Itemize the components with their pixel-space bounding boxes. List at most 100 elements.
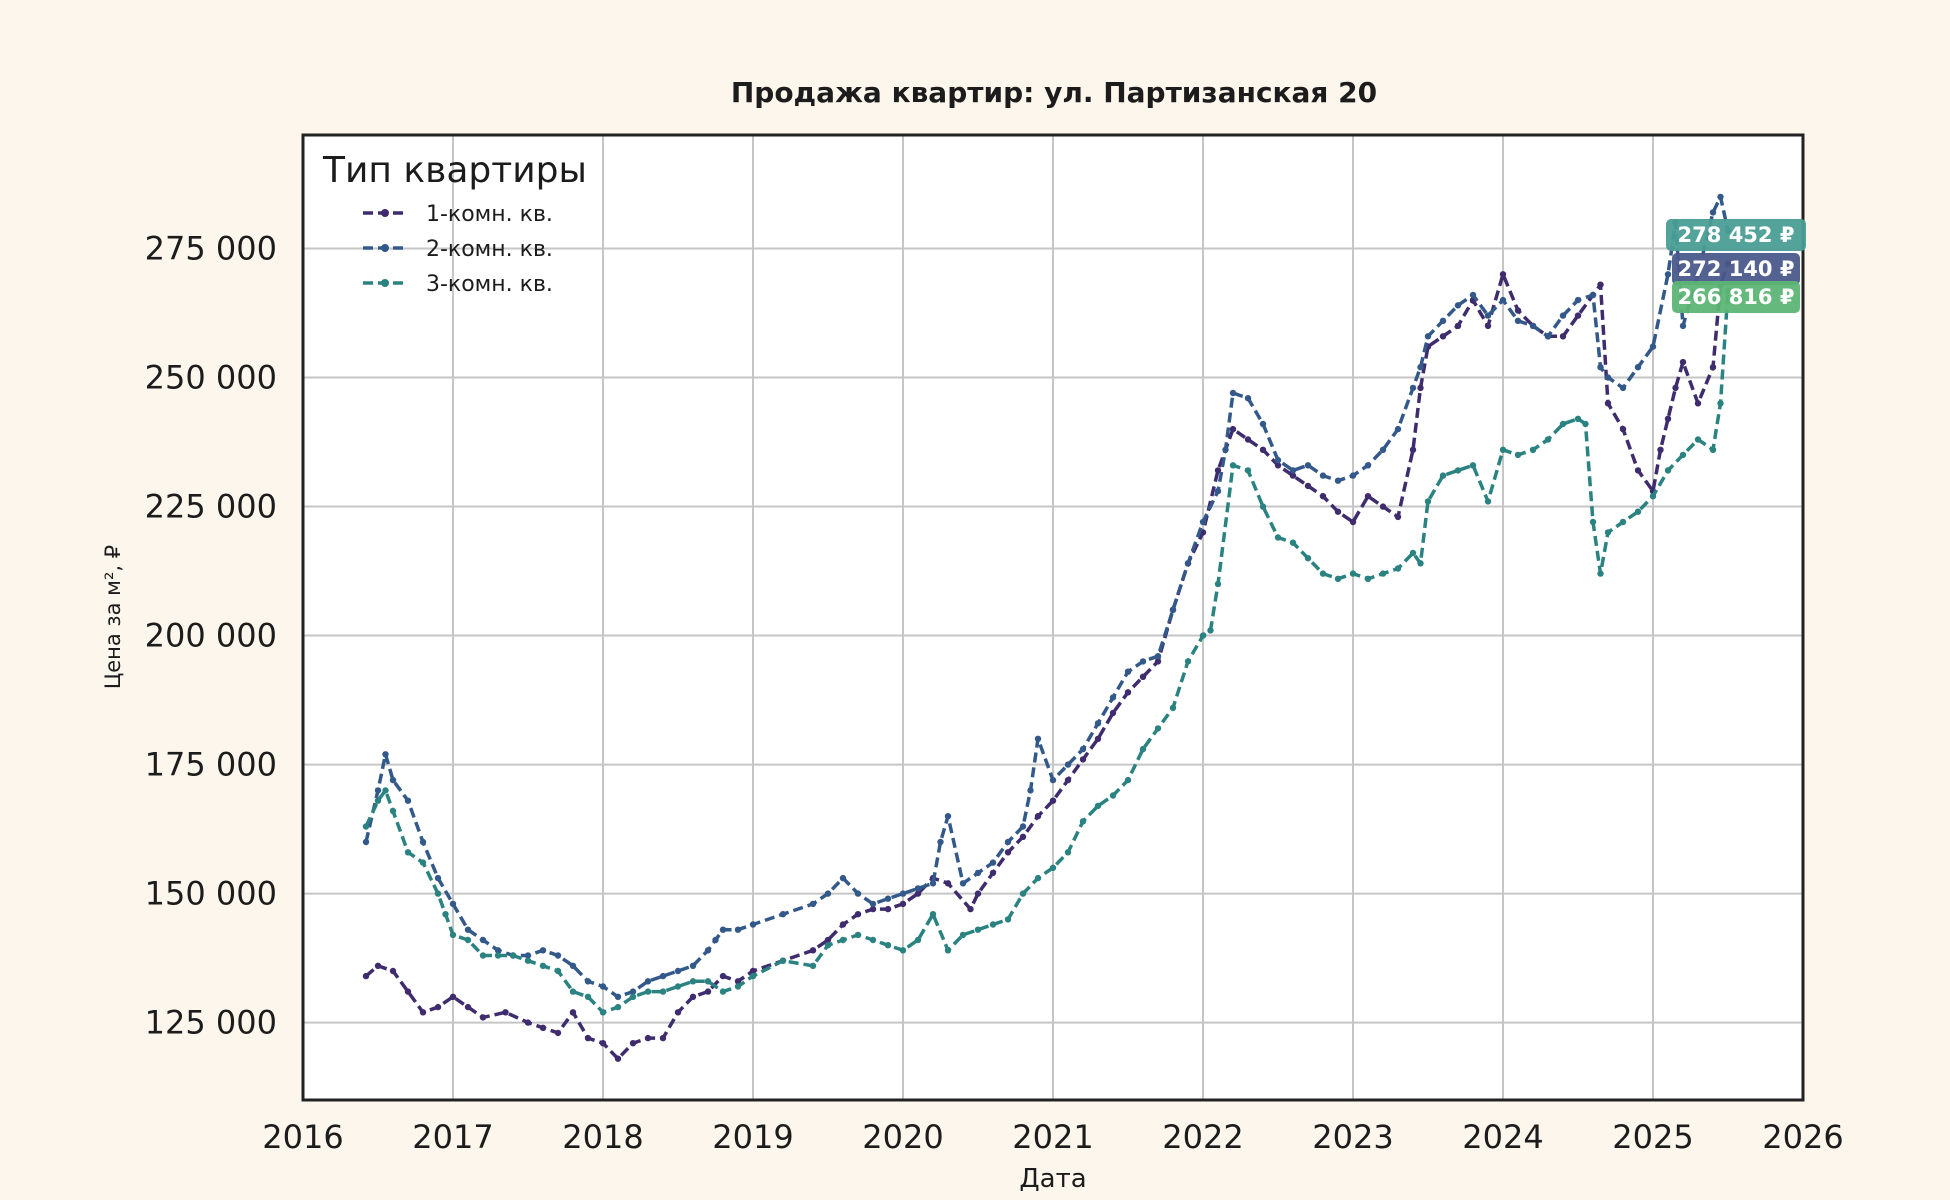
data-point [1574, 415, 1582, 422]
data-point [434, 874, 442, 882]
data-point [569, 962, 577, 969]
data-point [734, 978, 742, 985]
data-point [449, 900, 457, 908]
data-point [644, 988, 652, 995]
data-point [1679, 322, 1687, 330]
data-point [1634, 364, 1642, 371]
data-point [1514, 451, 1522, 459]
data-point [644, 978, 652, 985]
data-point [1124, 776, 1132, 784]
data-point [362, 972, 370, 980]
data-point [967, 905, 974, 913]
data-point [1139, 673, 1147, 680]
data-point [1634, 467, 1642, 474]
data-point [1154, 725, 1162, 732]
data-point [1289, 539, 1297, 546]
data-point [869, 905, 877, 913]
x-axis-ticks: 2016 2017 2018 2019 2020 2021 2022 2023 2024 2025… [262, 1118, 1843, 1156]
data-point [374, 797, 382, 804]
data-point [1634, 508, 1642, 515]
data-point [434, 1003, 442, 1011]
data-point [1364, 462, 1372, 469]
data-point [524, 952, 532, 959]
data-point [1124, 668, 1132, 675]
data-point [389, 807, 397, 815]
data-point [959, 880, 967, 887]
data-point [1454, 302, 1462, 309]
data-point [1439, 333, 1447, 340]
data-point [1064, 776, 1072, 784]
data-point [1334, 508, 1342, 515]
data-point [524, 1019, 532, 1026]
data-point [884, 895, 892, 902]
data-point [1079, 818, 1087, 825]
data-point [974, 869, 982, 877]
data-point [1304, 555, 1312, 562]
data-point [1604, 374, 1612, 381]
data-point [1109, 694, 1117, 701]
last-value-labels: 278 452 ₽ 272 140 ₽ 266 816 ₽ [1666, 219, 1806, 313]
data-point [1469, 462, 1477, 469]
data-point [1229, 389, 1237, 397]
data-point [1214, 487, 1222, 495]
data-point [1582, 420, 1589, 428]
data-point [779, 957, 787, 964]
data-point [374, 962, 382, 969]
data-point [1274, 534, 1282, 541]
data-point [1484, 322, 1492, 330]
data-point [539, 1024, 547, 1032]
data-point [1049, 797, 1057, 804]
data-point [1409, 549, 1417, 557]
data-point [614, 1055, 622, 1062]
data-point [419, 859, 427, 866]
data-point [1529, 446, 1537, 453]
data-point [599, 1009, 607, 1016]
data-point [1559, 333, 1567, 340]
data-point [1334, 575, 1342, 582]
data-point [869, 900, 877, 908]
data-point [1454, 467, 1462, 474]
x-tick-label: 2019 [712, 1118, 793, 1156]
data-point [1574, 296, 1582, 304]
data-point [1034, 735, 1042, 742]
data-point [449, 993, 457, 1000]
data-point [404, 849, 412, 856]
legend-item: 2-комн. кв. [363, 237, 553, 262]
data-point [1259, 446, 1267, 453]
data-point [494, 947, 502, 954]
data-point [914, 936, 922, 944]
data-point [1597, 281, 1604, 288]
data-point [1169, 704, 1177, 711]
data-point [1484, 312, 1492, 319]
data-point [839, 921, 847, 928]
data-point [629, 988, 637, 995]
data-point [1394, 565, 1402, 572]
data-point [1139, 745, 1147, 753]
data-point [1394, 425, 1402, 433]
data-point [944, 813, 952, 820]
data-point [404, 988, 412, 995]
data-point [1657, 446, 1664, 453]
callout-box [1672, 281, 1800, 313]
data-point [584, 1034, 592, 1042]
chart-title: Продажа квартир: ул. Партизанская 20 [731, 76, 1377, 109]
data-point [539, 962, 547, 969]
data-point [1439, 317, 1447, 324]
data-point [689, 993, 697, 1000]
data-point [1274, 456, 1282, 464]
data-point [1514, 317, 1522, 324]
data-point [629, 993, 637, 1000]
data-point [554, 952, 562, 959]
data-point [719, 972, 727, 980]
data-point [1064, 849, 1072, 856]
data-point [1589, 518, 1597, 526]
data-point [1589, 291, 1597, 299]
data-point [914, 885, 922, 892]
data-point [1019, 890, 1027, 897]
data-point [1244, 467, 1252, 474]
data-point [1289, 467, 1297, 474]
data-point [1679, 451, 1687, 459]
data-point [1319, 472, 1327, 479]
data-point [809, 900, 817, 908]
